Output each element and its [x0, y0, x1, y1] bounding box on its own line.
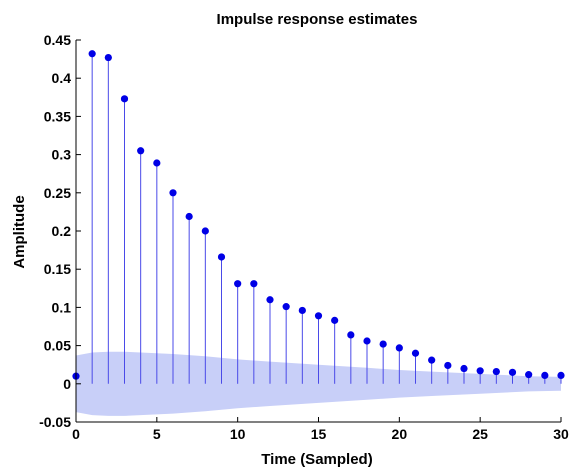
x-tick-label: 20: [392, 426, 408, 442]
stem-marker: [428, 356, 436, 364]
stem-marker: [201, 227, 209, 235]
x-tick-label: 30: [553, 426, 569, 442]
y-tick-label: -0.05: [39, 414, 71, 430]
stem-marker: [492, 367, 500, 376]
stem-marker: [363, 337, 371, 345]
x-tick-label: 25: [472, 426, 488, 442]
stem-marker: [444, 361, 452, 370]
stem-marker: [411, 349, 420, 357]
stem-marker: [331, 316, 339, 324]
stem-marker: [185, 212, 193, 221]
stem-marker: [541, 371, 549, 379]
stem-marker: [282, 303, 290, 311]
stem-marker: [460, 364, 468, 373]
y-axis: -0.05 0 0.05 0.1 0.15 0.2 0.25 0.3 0.35 0.4 0.45: [39, 32, 81, 430]
stem-marker: [137, 147, 145, 155]
stem-marker: [395, 344, 403, 352]
stem-marker: [557, 371, 565, 379]
stem-marker: [347, 331, 355, 339]
stem-marker: [169, 189, 177, 197]
chart-title: Impulse response estimates: [217, 11, 418, 28]
y-tick-label: 0.15: [44, 261, 71, 277]
stem-marker: [266, 296, 274, 304]
stem-marker: [120, 95, 129, 103]
stem-marker: [314, 312, 323, 320]
stem-marker: [104, 53, 112, 62]
y-axis-label: Amplitude: [11, 195, 28, 268]
x-tick-label: 0: [72, 426, 80, 442]
stem-marker: [217, 253, 226, 261]
stem-marker: [476, 367, 484, 375]
y-tick-label: 0.35: [44, 108, 71, 124]
stem-marker: [153, 159, 161, 167]
y-tick-label: 0.3: [52, 147, 72, 163]
x-tick-label: 10: [230, 426, 246, 442]
y-tick-label: 0.2: [52, 223, 72, 239]
y-tick-label: 0.45: [44, 32, 71, 48]
x-tick-label: 5: [153, 426, 161, 442]
stem-marker: [508, 368, 517, 376]
stem-marker: [250, 280, 258, 288]
y-tick-label: 0: [63, 376, 71, 392]
y-tick-label: 0.1: [52, 299, 72, 315]
plot-area: [72, 40, 565, 423]
x-axis-label: Time (Sampled): [261, 451, 372, 468]
y-tick-label: 0.25: [44, 185, 71, 201]
stem-marker: [298, 306, 306, 315]
stem-marker: [525, 371, 533, 379]
x-tick-label: 15: [311, 426, 327, 442]
y-tick-label: 0.05: [44, 338, 71, 354]
stem-marker: [234, 280, 242, 288]
y-tick-label: 0.4: [52, 70, 72, 86]
x-axis: 0 5 10 15 20 25 30: [72, 417, 569, 442]
stem-marker: [88, 50, 96, 58]
stem-marker: [379, 340, 387, 348]
